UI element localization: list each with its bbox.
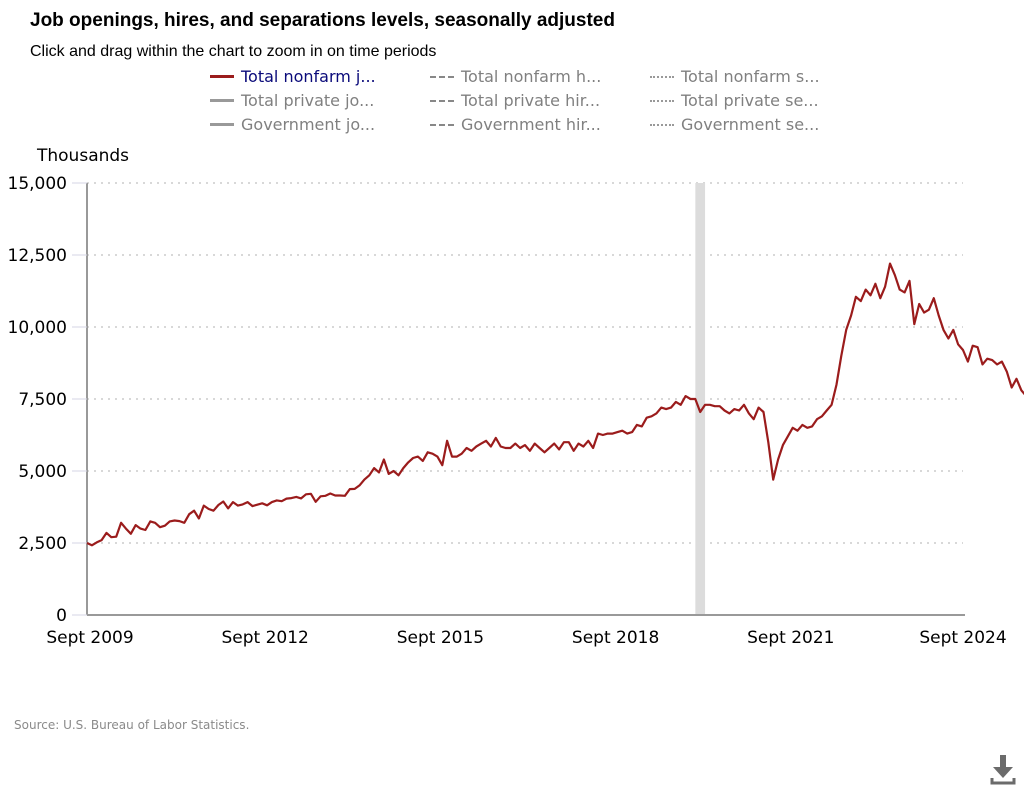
source-note: Source: U.S. Bureau of Labor Statistics. <box>14 718 249 732</box>
chart-area[interactable]: Thousands 0 2,500 5,000 7,500 10,000 12,500 15… <box>0 0 1024 700</box>
x-tick-label: Sept 2012 <box>222 628 309 648</box>
recession-shading <box>695 183 705 615</box>
y-tick-label: 2,500 <box>18 534 67 554</box>
x-tick-label: Sept 2015 <box>397 628 484 648</box>
x-tick-label: Sept 2021 <box>747 628 834 648</box>
recession-band <box>695 183 705 615</box>
gridlines <box>87 183 963 543</box>
y-tick-label: 5,000 <box>18 462 67 482</box>
download-button[interactable] <box>988 752 1018 786</box>
y-tick-label: 15,000 <box>8 174 67 194</box>
download-icon <box>988 752 1018 786</box>
y-axis-label: Thousands <box>36 146 129 166</box>
series-line-total-nonfarm-job-openings[interactable] <box>87 264 1024 546</box>
y-tick-label: 12,500 <box>8 246 67 266</box>
y-tick-label: 0 <box>56 606 67 626</box>
series-layer <box>87 264 1024 546</box>
y-tick-label: 10,000 <box>8 318 67 338</box>
x-ticks: Sept 2009 Sept 2012 Sept 2015 Sept 2018 Sept… <box>46 628 1006 648</box>
x-tick-label: Sept 2009 <box>46 628 133 648</box>
y-ticks: 0 2,500 5,000 7,500 10,000 12,500 15,000 <box>8 174 87 626</box>
x-tick-label: Sept 2024 <box>919 628 1006 648</box>
y-tick-label: 7,500 <box>18 390 67 410</box>
x-tick-label: Sept 2018 <box>572 628 659 648</box>
